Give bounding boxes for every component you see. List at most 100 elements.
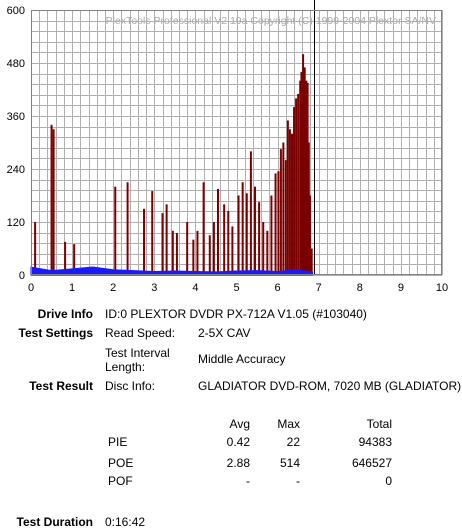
pof-row-total: 0 [385, 474, 392, 488]
x-tick-label: 4 [192, 282, 198, 294]
poe-bar [270, 195, 273, 275]
poe-bar [303, 67, 306, 276]
poe-bar [202, 182, 205, 275]
poe-bar [151, 191, 154, 275]
poe-bar [253, 186, 256, 275]
poe-bar [299, 80, 302, 276]
poe-bar [34, 222, 37, 275]
poe-bar [282, 142, 285, 275]
poe-bar [295, 98, 298, 275]
poe-bar [288, 129, 291, 275]
poe-bar [309, 195, 312, 275]
poe-bar [196, 230, 199, 275]
poe-bar [208, 235, 211, 275]
test-duration-value: 0:16:42 [105, 515, 146, 529]
poe-row-name: POE [108, 456, 134, 470]
read-speed-value: 2-5X CAV [198, 326, 251, 340]
disc-info-value: GLADIATOR DVD-ROM, 7020 MB (GLADIATOR) [198, 379, 462, 393]
poe-bar [50, 124, 53, 275]
x-tick-label: 0 [28, 282, 34, 294]
interval-label-line1: Test Interval [105, 346, 170, 360]
poe-bar [279, 149, 282, 275]
y-tick-label: 240 [7, 164, 25, 176]
y-tick-label: 360 [7, 111, 25, 123]
poe-bar [262, 222, 265, 275]
poe-bar [284, 160, 287, 275]
read-speed-label: Read Speed: [105, 326, 176, 340]
plot-border [31, 10, 442, 275]
poe-bar [192, 239, 195, 275]
poe-bar [305, 80, 308, 276]
poe-bar [126, 182, 129, 275]
pie-poe-chart: PlexTools Professional V2.19a Copyright … [7, 0, 448, 294]
poe-bar [52, 129, 55, 275]
y-tick-label: 120 [7, 217, 25, 229]
poe-bar [249, 151, 252, 275]
test-result-label: Test Result [29, 379, 93, 393]
drive-info-value: ID:0 PLEXTOR DVDR PX-712A V1.05 (#103040… [105, 307, 367, 321]
pie-row-name: PIE [108, 435, 128, 449]
poe-bar [307, 142, 310, 275]
pie-row-max: 22 [286, 435, 300, 449]
poe-bar [306, 82, 309, 275]
total-header: Total [366, 417, 392, 431]
poe-bar [73, 244, 76, 275]
drive-info-label: Drive Info [37, 307, 93, 321]
poe-bar [290, 133, 293, 275]
pof-row-max: - [296, 474, 300, 488]
interval-value: Middle Accuracy [198, 352, 286, 366]
x-tick-label: 8 [357, 282, 363, 294]
y-tick-label: 480 [7, 58, 25, 70]
poe-bar [286, 120, 289, 276]
poe-bar [223, 204, 226, 275]
x-tick-label: 6 [275, 282, 281, 294]
poe-bar [258, 202, 261, 275]
poe-bar [274, 173, 277, 275]
poe-bar [297, 93, 300, 276]
poe-bar [143, 208, 146, 275]
poe-bar [114, 186, 117, 275]
y-tick-label: 0 [19, 270, 25, 282]
test-settings-label: Test Settings [18, 326, 93, 340]
interval-label-line2: Length: [105, 360, 146, 374]
poe-bar [231, 226, 234, 275]
poe-row-total: 646527 [351, 456, 392, 470]
poe-bar [212, 222, 215, 275]
poe-bar [266, 230, 269, 275]
poe-row-avg: 2.88 [226, 456, 250, 470]
poe-bar [175, 233, 178, 275]
poe-bar [310, 248, 313, 275]
x-tick-label: 10 [436, 282, 448, 294]
pie-row-avg: 0.42 [226, 435, 250, 449]
poe-bar [245, 193, 248, 275]
poe-bar [293, 107, 296, 276]
poe-bar [217, 188, 220, 275]
pof-row-avg: - [246, 474, 250, 488]
pie-area [30, 266, 314, 276]
test-duration-label: Test Duration [16, 515, 93, 529]
y-tick-label: 600 [7, 5, 25, 17]
x-tick-label: 9 [398, 282, 404, 294]
poe-bar [171, 230, 174, 275]
avg-header: Avg [229, 417, 250, 431]
disc-info-label: Disc Info: [105, 379, 156, 393]
x-tick-label: 7 [316, 282, 322, 294]
poe-bar [165, 204, 168, 275]
poe-bar [161, 213, 164, 275]
pof-row-name: POF [108, 474, 133, 488]
x-tick-label: 3 [151, 282, 157, 294]
watermark: PlexTools Professional V2.19a Copyright … [106, 15, 436, 27]
max-header: Max [277, 417, 300, 431]
poe-bar [64, 241, 67, 275]
poe-bar [300, 71, 303, 275]
poe-bar [186, 222, 189, 275]
poe-row-max: 514 [279, 456, 300, 470]
poe-bar [241, 182, 244, 275]
pie-row-total: 94383 [358, 435, 392, 449]
x-tick-label: 2 [110, 282, 116, 294]
plot-area [31, 10, 442, 275]
poe-bar [277, 171, 280, 275]
poe-bar [302, 54, 305, 275]
poe-bar [237, 195, 240, 275]
poe-bar [227, 210, 230, 275]
